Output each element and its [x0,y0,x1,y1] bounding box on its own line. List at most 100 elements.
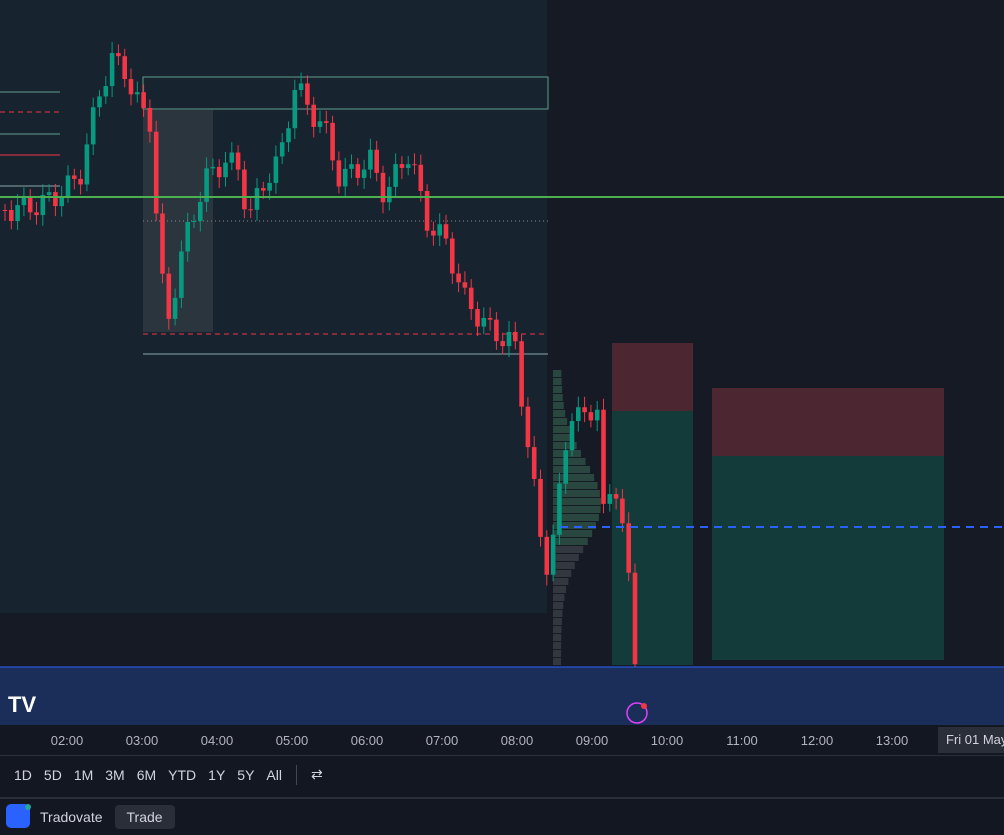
candle [418,164,424,192]
volume-bar [553,658,562,665]
candle [506,331,512,347]
candle [380,172,386,203]
candle [40,194,46,216]
volume-profile [553,370,601,665]
target-zone [612,411,693,665]
candle [361,169,367,178]
candle [613,494,619,499]
candle [317,121,323,127]
candle [481,317,487,327]
candle [166,273,172,319]
candle [72,175,77,179]
candle [53,192,58,207]
candle [519,341,524,407]
range-button[interactable]: All [266,766,282,783]
candle [405,164,411,168]
candle [116,53,121,57]
candle [349,164,354,169]
stop-zone [712,388,944,456]
volume-bar [553,562,575,569]
candle [500,341,505,347]
band [0,667,1004,725]
target-zone [712,456,944,660]
candle [84,144,90,185]
range-button[interactable]: 5D [43,766,62,783]
alert-icon[interactable] [626,702,648,724]
volume-bar [553,394,563,401]
volume-bar [553,514,599,521]
candle [204,168,209,202]
volume-bar [553,554,579,561]
range-button[interactable]: YTD [168,766,197,783]
candle [179,251,184,298]
candle [160,213,165,274]
candle [336,160,342,187]
volume-bar [553,610,563,617]
range-button[interactable]: 5Y [237,766,255,783]
candle [576,407,581,422]
candle [147,107,153,132]
volume-bar [553,490,600,497]
time-label: 12:00 [800,733,834,748]
candle [292,89,298,129]
candles [2,42,638,676]
time-label: 05:00 [275,733,309,748]
volume-bar [553,626,562,633]
chart: TV [0,42,1004,725]
candle [185,222,190,252]
candle [191,221,197,223]
candle [450,238,455,274]
time-label: 13:00 [875,733,909,748]
candle [305,83,310,105]
time-label: 09:00 [575,733,609,748]
candle [324,121,329,123]
candle [487,317,493,320]
range-button[interactable]: 1D [14,766,32,783]
candle [468,287,474,310]
separator [295,764,297,785]
candle [355,164,361,178]
replay-icon[interactable]: ⇄ [310,766,323,782]
date-label: Fri 01 May [938,727,1004,753]
candle [582,407,587,413]
time-label: 02:00 [50,733,84,748]
candle [2,210,8,211]
volume-bar [553,426,570,433]
candle [620,498,625,524]
candle [153,131,159,214]
range-button[interactable]: 6M [136,766,157,783]
candle [34,212,39,216]
candle [229,152,235,163]
candle [223,162,228,178]
broker-icon [6,804,31,828]
candle [65,175,71,197]
candle [254,188,260,210]
candle [563,450,568,484]
range-button[interactable]: 1Y [208,766,226,783]
candle [286,128,291,143]
volume-bar [553,434,573,441]
candle [59,196,64,207]
volume-bar [553,482,598,489]
candle [21,196,27,206]
candle [267,182,272,191]
volume-bar [553,474,595,481]
range-button[interactable]: 1M [73,766,94,783]
candle [632,572,638,665]
time-label: 10:00 [650,733,684,748]
candle [456,273,461,283]
candle [135,92,140,95]
candle [242,169,247,210]
candle [424,191,430,231]
candle [525,406,531,448]
candle [248,209,253,211]
candle [216,166,222,178]
candle [544,536,550,575]
footer: Tradovate Trade [0,797,1004,835]
candle [368,149,373,170]
range-button[interactable]: 3M [105,766,125,783]
volume-bar [553,522,596,529]
candle [198,201,203,222]
candle [513,331,518,342]
trade-button[interactable]: Trade [114,805,175,829]
